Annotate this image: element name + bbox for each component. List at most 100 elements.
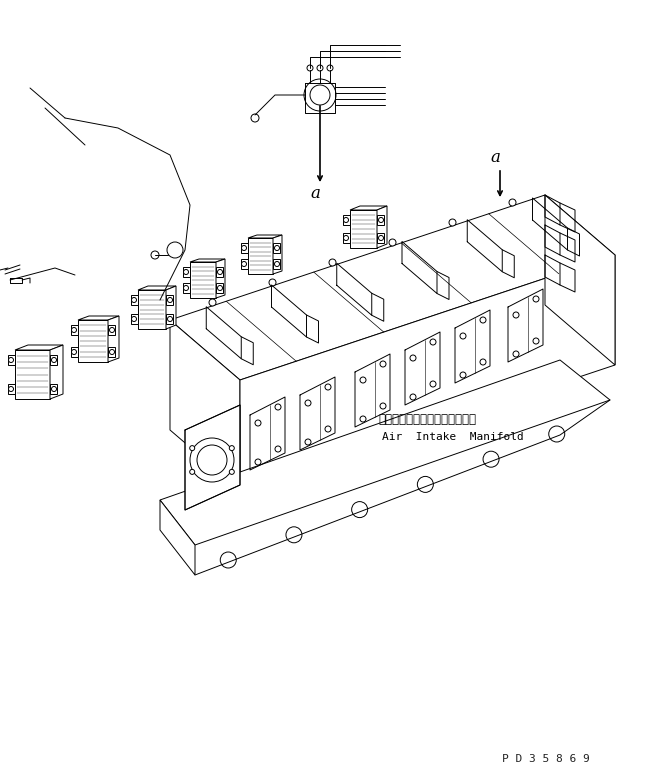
Circle shape [275,245,280,251]
Circle shape [344,235,348,241]
Circle shape [275,262,280,266]
Circle shape [325,384,331,390]
Polygon shape [71,325,78,335]
Polygon shape [343,233,350,243]
Text: a: a [310,185,320,202]
Polygon shape [8,384,15,394]
Circle shape [460,333,466,339]
Polygon shape [15,350,50,399]
Polygon shape [248,235,282,238]
Circle shape [360,377,366,383]
Circle shape [417,476,433,493]
Circle shape [307,65,313,71]
Polygon shape [50,355,57,365]
Polygon shape [108,347,115,357]
Circle shape [190,469,194,474]
Polygon shape [170,320,240,490]
Polygon shape [273,259,280,269]
Polygon shape [50,384,57,394]
Polygon shape [190,259,225,262]
Circle shape [242,262,247,266]
Circle shape [410,355,416,361]
Circle shape [52,386,56,392]
Circle shape [197,445,227,475]
Circle shape [269,279,276,286]
Circle shape [209,299,216,306]
Circle shape [480,317,486,323]
Circle shape [110,327,114,332]
Circle shape [389,239,396,246]
Polygon shape [131,295,138,305]
Polygon shape [343,215,350,225]
Polygon shape [190,262,216,298]
Circle shape [483,451,499,467]
Circle shape [305,400,311,406]
Polygon shape [138,290,166,329]
Circle shape [167,297,172,303]
Text: エアーインテークマニホールド: エアーインテークマニホールド [378,413,476,426]
Text: P D 3 5 8 6 9: P D 3 5 8 6 9 [502,754,590,764]
Circle shape [132,297,136,303]
Polygon shape [545,195,615,365]
Polygon shape [350,206,387,210]
Text: Air  Intake  Manifold: Air Intake Manifold [382,432,524,442]
Circle shape [379,235,384,241]
Circle shape [229,445,234,451]
Polygon shape [377,206,387,248]
Circle shape [360,416,366,422]
Circle shape [251,114,259,122]
Circle shape [513,351,519,357]
Polygon shape [131,314,138,324]
Circle shape [513,312,519,318]
Circle shape [449,219,456,226]
Circle shape [430,339,436,345]
Circle shape [8,358,14,362]
Circle shape [410,394,416,400]
Polygon shape [166,286,176,329]
Polygon shape [78,320,108,362]
Circle shape [110,349,114,355]
Circle shape [190,445,194,451]
Polygon shape [240,255,615,490]
Polygon shape [8,355,15,365]
Polygon shape [350,210,377,248]
Circle shape [275,446,281,452]
Polygon shape [15,345,63,350]
Circle shape [132,317,136,321]
Circle shape [325,426,331,432]
Circle shape [509,199,516,206]
Circle shape [255,459,261,465]
Polygon shape [185,405,240,510]
Circle shape [242,245,247,251]
Polygon shape [377,233,384,243]
Circle shape [275,404,281,410]
Polygon shape [78,316,119,320]
Polygon shape [273,243,280,253]
Polygon shape [248,238,273,274]
Polygon shape [166,314,173,324]
Circle shape [286,527,302,542]
Circle shape [305,439,311,445]
Polygon shape [50,345,63,399]
Circle shape [329,259,336,266]
Circle shape [167,242,183,258]
Polygon shape [216,267,223,277]
Polygon shape [170,195,615,380]
Circle shape [548,426,565,442]
Circle shape [220,552,236,568]
Polygon shape [160,360,610,545]
Circle shape [229,469,234,474]
Circle shape [344,217,348,223]
Polygon shape [108,325,115,335]
Circle shape [380,403,386,409]
Polygon shape [71,347,78,357]
Circle shape [183,286,189,290]
Circle shape [430,381,436,387]
Polygon shape [138,286,176,290]
Circle shape [317,65,323,71]
Polygon shape [273,235,282,274]
Circle shape [533,338,539,344]
Circle shape [190,438,234,482]
Circle shape [255,420,261,426]
Circle shape [379,217,384,223]
